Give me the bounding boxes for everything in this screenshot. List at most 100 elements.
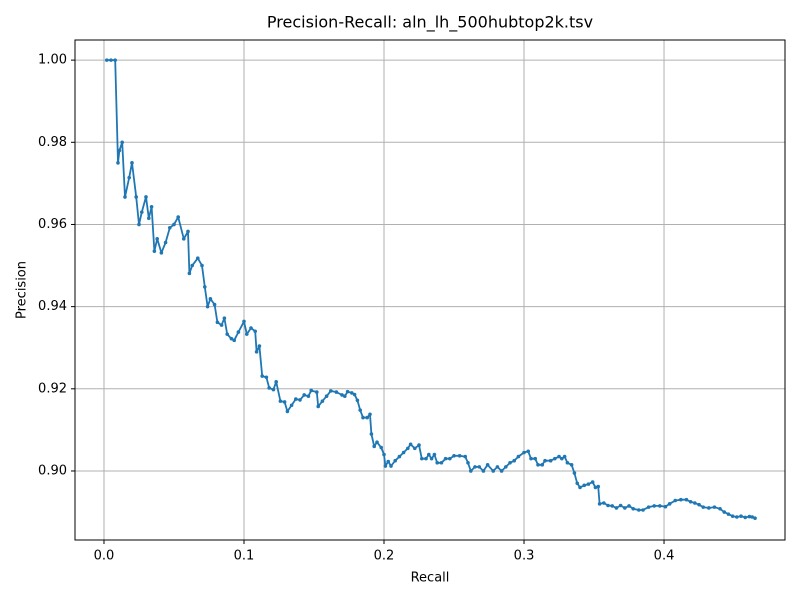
- point-marker: [712, 505, 717, 509]
- point-marker: [352, 392, 357, 397]
- point-marker: [533, 456, 538, 461]
- point-marker: [389, 464, 393, 468]
- point-marker: [350, 391, 354, 395]
- point-marker: [205, 304, 210, 309]
- point-marker: [420, 456, 424, 461]
- point-marker: [260, 374, 264, 378]
- y-axis-label: Precision: [15, 261, 30, 319]
- point-marker: [408, 442, 413, 447]
- point-marker: [718, 506, 722, 511]
- point-marker: [215, 320, 220, 325]
- point-marker: [181, 237, 186, 241]
- x-tick-label: 0.1: [234, 549, 255, 564]
- point-marker: [540, 463, 545, 467]
- point-marker: [602, 501, 606, 505]
- point-marker: [572, 471, 577, 475]
- point-marker: [417, 443, 421, 447]
- point-marker: [590, 480, 595, 484]
- point-marker: [144, 195, 148, 199]
- point-marker: [739, 514, 743, 518]
- point-marker: [208, 297, 213, 301]
- plot-frame: [74, 39, 786, 541]
- point-marker: [298, 398, 302, 402]
- point-marker: [495, 465, 500, 469]
- point-marker: [688, 499, 693, 504]
- point-marker: [225, 332, 229, 336]
- point-marker: [289, 403, 294, 408]
- point-marker: [469, 469, 473, 473]
- point-marker: [159, 251, 164, 255]
- point-marker: [382, 452, 386, 457]
- point-marker: [320, 399, 325, 403]
- point-marker: [187, 271, 192, 276]
- point-marker: [526, 449, 531, 454]
- point-marker: [707, 506, 711, 510]
- point-marker: [578, 485, 582, 490]
- point-marker: [139, 210, 144, 214]
- point-marker: [383, 464, 388, 468]
- point-marker: [316, 404, 321, 409]
- point-marker: [565, 460, 570, 465]
- point-marker: [257, 344, 262, 348]
- point-marker: [477, 465, 482, 469]
- point-marker: [195, 256, 200, 260]
- point-marker: [324, 394, 329, 399]
- point-marker: [368, 412, 372, 417]
- point-marker: [315, 390, 319, 394]
- point-marker: [401, 450, 406, 455]
- point-marker: [393, 458, 398, 463]
- point-marker: [641, 508, 645, 512]
- point-marker: [499, 469, 504, 473]
- point-marker: [190, 263, 194, 268]
- point-marker: [120, 140, 124, 145]
- point-marker: [130, 161, 134, 165]
- point-marker: [610, 504, 615, 508]
- x-tick-label: 0.3: [514, 549, 535, 564]
- point-marker: [575, 481, 580, 486]
- point-marker: [152, 249, 157, 253]
- point-marker: [529, 456, 533, 461]
- point-marker: [491, 469, 496, 473]
- point-marker: [473, 465, 477, 469]
- point-marker: [522, 450, 526, 455]
- point-marker: [155, 237, 159, 241]
- point-marker: [637, 508, 641, 512]
- point-marker: [697, 502, 701, 507]
- point-marker: [693, 501, 697, 505]
- y-tick-label: 0.94: [38, 299, 67, 314]
- point-marker: [340, 393, 344, 397]
- point-marker: [747, 514, 752, 519]
- point-marker: [753, 516, 757, 521]
- y-tick-label: 1.00: [38, 53, 67, 68]
- x-tick-label: 0.2: [374, 549, 395, 564]
- point-marker: [334, 390, 339, 394]
- point-marker: [253, 329, 257, 334]
- point-marker: [481, 469, 486, 473]
- point-marker: [212, 302, 217, 307]
- y-tick-label: 0.90: [38, 463, 67, 478]
- point-marker: [397, 454, 402, 459]
- point-marker: [627, 504, 631, 508]
- point-marker: [329, 389, 333, 393]
- point-marker: [726, 512, 731, 516]
- point-marker: [365, 415, 370, 420]
- point-marker: [244, 332, 249, 336]
- point-marker: [236, 330, 241, 334]
- point-marker: [548, 458, 553, 463]
- point-marker: [176, 215, 180, 219]
- point-marker: [679, 497, 683, 502]
- point-marker: [369, 432, 374, 436]
- x-tick-label: 0.0: [94, 549, 115, 564]
- point-marker: [596, 484, 601, 489]
- point-marker: [730, 514, 735, 518]
- point-marker: [264, 375, 269, 380]
- point-marker: [516, 454, 521, 459]
- point-marker: [663, 504, 668, 509]
- point-marker: [722, 510, 727, 514]
- point-marker: [452, 453, 456, 458]
- point-marker: [302, 393, 306, 397]
- point-marker: [457, 453, 462, 458]
- point-marker: [219, 323, 224, 327]
- point-marker: [504, 465, 508, 469]
